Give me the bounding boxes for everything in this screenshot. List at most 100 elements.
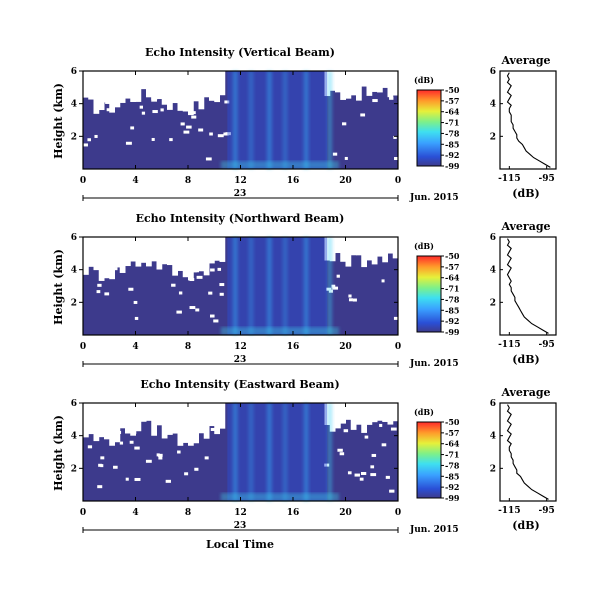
no-echo-speckle [96, 290, 101, 294]
no-echo-region [114, 71, 121, 108]
date-label: Jun. 2015 [409, 525, 459, 535]
no-echo-speckle [178, 291, 183, 295]
profile-title: Average [500, 54, 550, 67]
echo-plume [325, 403, 334, 501]
y-tick-label: 4 [71, 100, 77, 110]
no-echo-region [340, 237, 346, 262]
echo-plume [231, 403, 240, 501]
profile-y-tick-label: 4 [490, 100, 496, 110]
no-echo-speckle [134, 316, 139, 320]
no-echo-speckle [343, 429, 349, 433]
y-axis-label: Height (km) [52, 83, 65, 159]
no-echo-speckle [201, 266, 207, 270]
no-echo-speckle [211, 96, 218, 100]
no-echo-region [93, 71, 100, 114]
no-echo-region [93, 403, 100, 442]
x-tick-label: 4 [132, 508, 138, 518]
colorbar-tick-label: -85 [445, 305, 459, 315]
no-echo-speckle [370, 465, 375, 469]
no-echo-region [209, 403, 215, 427]
no-echo-speckle [139, 105, 144, 109]
profile-y-tick-label: 2 [490, 464, 496, 474]
profile-x-tick-label: -95 [539, 340, 555, 350]
echo-plume [325, 237, 334, 335]
echo-band [227, 71, 328, 169]
colorbar-tick-label: -78 [445, 294, 460, 304]
colorbar-tick-label: -64 [445, 439, 460, 449]
no-echo-speckle [337, 448, 343, 452]
no-echo-region [350, 403, 357, 430]
panel-vertical-beam: Echo Intensity (Vertical Beam) Height (k… [52, 46, 557, 203]
colorbar-gradient [416, 255, 442, 333]
echo-plume [231, 237, 240, 335]
profile-x-label: (dB) [512, 187, 539, 200]
no-echo-region [98, 237, 105, 281]
no-echo-region [219, 71, 226, 96]
profile-title: Average [500, 220, 550, 233]
echo-plume [231, 71, 240, 169]
colorbar-tick-label: -50 [445, 251, 460, 261]
no-echo-region [177, 237, 184, 271]
no-echo-speckle [364, 435, 369, 439]
no-echo-speckle [125, 141, 132, 145]
no-echo-region [382, 71, 388, 88]
no-echo-region [214, 237, 220, 261]
colorbar-tick-label: -71 [445, 284, 459, 294]
profile-y-tick-label: 6 [490, 233, 496, 243]
colorbar-unit: (dB) [414, 241, 434, 251]
no-echo-speckle [217, 267, 222, 271]
no-echo-region [340, 403, 346, 424]
no-echo-speckle [225, 132, 231, 136]
no-echo-speckle [195, 308, 200, 312]
colorbar: -50-57-64-71-78-85-92-99 [416, 417, 460, 503]
echo-plume [265, 403, 274, 501]
echo-band [227, 403, 328, 501]
no-echo-region [366, 237, 373, 261]
echo-plume [325, 71, 334, 169]
no-echo-speckle [177, 450, 181, 454]
x-tick-label: 4 [132, 342, 138, 352]
echo-plume [247, 403, 255, 501]
profile-y-tick-label: 4 [490, 432, 496, 442]
panel-eastward-beam: Echo Intensity (Eastward Beam) Height (k… [52, 378, 557, 551]
no-echo-speckle [151, 97, 158, 101]
no-echo-speckle [209, 132, 213, 136]
echo-plume [265, 237, 274, 335]
no-echo-region [135, 237, 142, 267]
panel-title: Echo Intensity (Eastward Beam) [140, 378, 339, 391]
no-echo-speckle [95, 94, 100, 98]
no-echo-speckle [184, 472, 189, 476]
no-echo-speckle [196, 275, 203, 279]
x-tick-label: 16 [287, 508, 300, 518]
profile-y-tick-label: 2 [490, 132, 496, 142]
date-day-label: 23 [234, 521, 247, 531]
no-echo-region [335, 237, 341, 254]
profile-y-tick-label: 6 [490, 67, 496, 77]
no-echo-region [356, 403, 362, 425]
surface-layer [220, 161, 339, 169]
colorbar-gradient [416, 421, 442, 499]
no-echo-speckle [360, 471, 367, 475]
no-echo-speckle [165, 479, 171, 483]
no-echo-region [172, 71, 178, 104]
no-echo-speckle [390, 427, 397, 431]
no-echo-speckle [115, 430, 122, 434]
no-echo-region [109, 237, 115, 280]
no-echo-region [177, 71, 184, 111]
x-tick-label: 16 [287, 176, 300, 186]
no-echo-speckle [371, 453, 377, 457]
no-echo-region [130, 403, 136, 436]
y-tick-label: 4 [71, 266, 77, 276]
no-echo-speckle [354, 473, 360, 477]
no-echo-speckle [381, 443, 387, 447]
no-echo-region [119, 71, 126, 103]
no-echo-speckle [385, 475, 390, 479]
no-echo-speckle [210, 268, 215, 272]
no-echo-speckle [129, 440, 134, 444]
no-echo-speckle [219, 283, 225, 287]
colorbar-tick-label: -57 [445, 96, 459, 106]
no-echo-speckle [97, 283, 102, 287]
x-tick-label: 20 [339, 176, 352, 186]
no-echo-speckle [194, 467, 199, 471]
no-echo-region [104, 237, 110, 279]
